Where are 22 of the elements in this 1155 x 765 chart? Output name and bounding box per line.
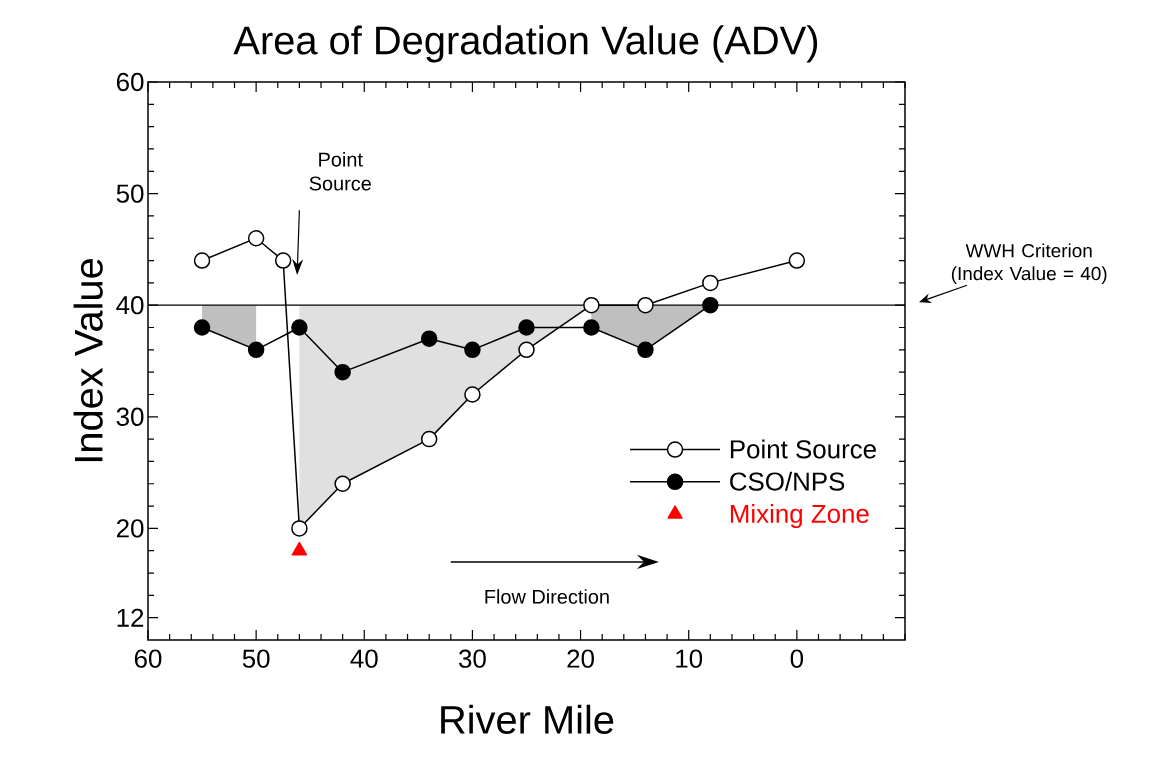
annotation: Flow Direction	[485, 589, 609, 604]
y-tick-label: 20	[116, 519, 144, 538]
y-tick-label: 12	[117, 608, 144, 627]
y-axis-title: Index Value	[73, 259, 103, 462]
legend-label: Mixing Zone	[730, 503, 869, 529]
x-tick-label: 0	[790, 649, 804, 668]
x-tick-label: 50	[242, 649, 270, 668]
legend-label: Point Source	[730, 439, 876, 459]
x-tick-label: 40	[350, 649, 378, 668]
x-tick-label: 30	[459, 649, 486, 668]
x-tick-label: 20	[567, 649, 594, 668]
y-tick-label: 30	[116, 407, 144, 426]
x-tick-label: 10	[676, 649, 703, 668]
y-tick-label: 40	[116, 296, 144, 315]
legend-label: CSO/NPS	[730, 471, 845, 491]
x-axis-title: River Mile	[441, 704, 614, 734]
annotation: Point Source	[309, 152, 371, 191]
x-tick-label: 60	[134, 649, 162, 668]
y-tick-label: 60	[116, 72, 144, 92]
chart-title: Area of Degradation Value (ADV)	[233, 25, 818, 63]
ref-line-label: WWH Criterion (Index Value = 40)	[951, 243, 1107, 284]
y-tick-label: 50	[116, 184, 144, 203]
